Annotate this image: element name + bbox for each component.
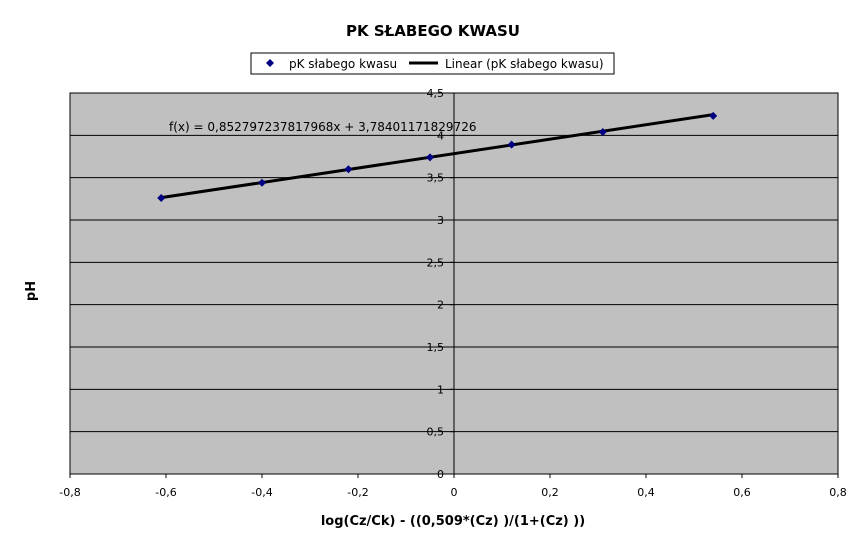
x-tick-label: -0,4 [251, 486, 272, 499]
data-point [709, 111, 718, 120]
y-tick-label: 0,5 [427, 426, 445, 439]
trendline [160, 113, 714, 200]
x-tick-label: 0,4 [637, 486, 655, 499]
y-tick-labels: 0 0,5 1 1,5 2 2,5 3 3,5 4 4,5 [427, 87, 445, 481]
y-axis-title: pH [24, 281, 39, 301]
y-tick-label: 1,5 [427, 341, 445, 354]
x-tick-label: 0,6 [733, 486, 751, 499]
x-tick-label: 0,8 [829, 486, 847, 499]
data-point [157, 193, 166, 202]
axes [69, 92, 839, 478]
y-tick-label: 4 [437, 129, 444, 142]
x-axis-title: log(Cz/Ck) - ((0,509*(Cz) )/(1+(Cz) )) [321, 514, 585, 529]
data-point [598, 127, 607, 136]
data-point [426, 153, 434, 162]
y-tick-label: 3 [437, 214, 444, 227]
y-tick-label: 1 [437, 383, 444, 396]
data-point [507, 140, 516, 149]
legend-series-label: pK słabego kwasu [289, 57, 397, 71]
y-tick-label: 2,5 [427, 256, 445, 269]
x-tick-label: -0,2 [347, 486, 368, 499]
data-point [258, 178, 266, 187]
x-tick-label: -0,8 [59, 486, 80, 499]
x-tick-labels: -0,8 -0,6 -0,4 -0,2 0 0,2 0,4 0,6 0,8 [59, 486, 846, 499]
y-tick-label: 2 [437, 299, 444, 312]
x-tick-label: 0 [451, 486, 458, 499]
y-tick-label: 4,5 [427, 87, 445, 100]
legend: pK słabego kwasu Linear (pK słabego kwas… [250, 52, 615, 75]
trendline-equation: f(x) = 0,852797237817968x + 3,7840117182… [169, 120, 476, 134]
y-tick-label: 3,5 [427, 172, 445, 185]
legend-marker-diamond [266, 59, 274, 67]
trendline-line [160, 113, 714, 200]
data-points [157, 111, 718, 202]
x-tick-label: 0,2 [541, 486, 559, 499]
chart-title: PK SŁABEGO KWASU [346, 22, 520, 40]
x-tick-label: -0,6 [155, 486, 176, 499]
y-tick-label: 0 [437, 468, 444, 481]
data-point [344, 165, 353, 174]
legend-trendline-label: Linear (pK słabego kwasu) [445, 57, 604, 71]
